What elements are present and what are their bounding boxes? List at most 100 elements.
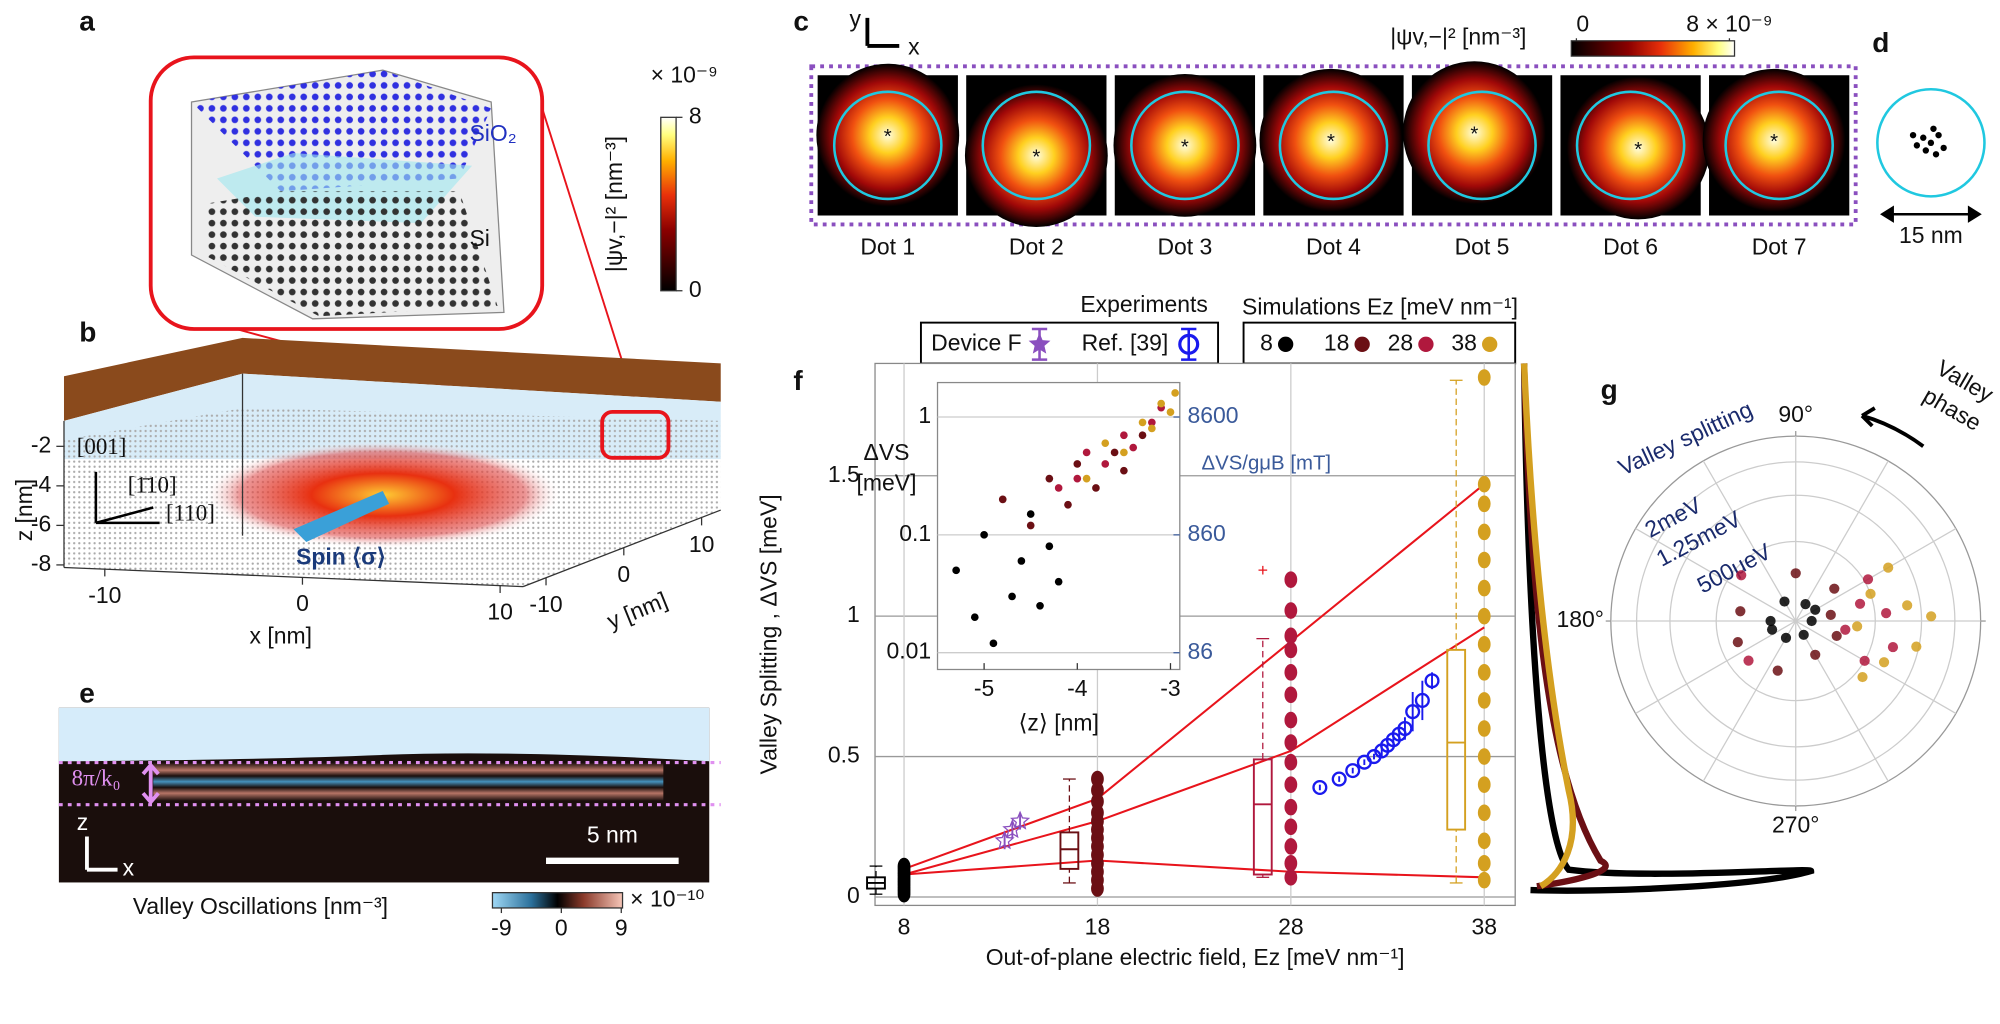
direction-label: [001] (77, 434, 127, 459)
polar-point (1857, 671, 1868, 683)
y-tick-label: 1.5 (828, 461, 860, 487)
dot-density (1113, 73, 1257, 217)
axis-label: x [nm] (250, 623, 312, 649)
inset-point (1120, 448, 1128, 457)
dots-frame (809, 64, 1858, 227)
dot-outline (981, 90, 1092, 201)
sim-point (1284, 711, 1298, 729)
colorbar-tick-label: 8 × 10⁻⁹ (1686, 11, 1772, 37)
trend-line (903, 859, 1485, 879)
sim-point (1477, 551, 1491, 569)
polar-point (1852, 621, 1863, 632)
y-tick-label: 0 (847, 882, 860, 908)
dot-label: Dot 7 (1752, 234, 1807, 260)
legend-symbol (1277, 336, 1294, 352)
colorbar-tick-label: 8 (689, 102, 702, 128)
polar-point (1766, 624, 1778, 635)
colorbar-tick-label: -9 (491, 915, 511, 941)
y2-tick-label: 860 (1187, 520, 1225, 546)
oxide-atoms (191, 70, 492, 192)
sim-point (1284, 753, 1298, 771)
angle-label: 270° (1772, 811, 1819, 837)
box (1059, 831, 1080, 870)
tick-label: 10 (487, 598, 513, 624)
colorbar-tick-label: 0 (555, 915, 568, 941)
sim-point (1091, 770, 1104, 788)
dot-outline (1278, 90, 1389, 201)
colorbar (1570, 40, 1736, 57)
dot-label: Dot 6 (1603, 234, 1658, 260)
trend-line (903, 483, 1485, 870)
polar-point (1887, 641, 1899, 653)
sim-point (1284, 776, 1298, 793)
inset-point (1082, 448, 1091, 457)
sim-point (1284, 869, 1298, 886)
sim-point (897, 857, 911, 875)
sim-point (1284, 686, 1298, 704)
sim-point (1284, 854, 1298, 872)
legend-label: 18 (1324, 329, 1350, 355)
inset-point (1082, 474, 1091, 483)
device-point (994, 830, 1015, 850)
inset-point (1129, 443, 1138, 452)
sim-point (1477, 871, 1491, 889)
tick-label: -10 (529, 591, 562, 617)
legend-symbol (1031, 327, 1048, 361)
ref-point (1345, 763, 1361, 779)
polar-spoke (1795, 620, 1889, 782)
inset-point (1171, 389, 1179, 397)
polar-point (1829, 583, 1840, 594)
polar-ring (1669, 494, 1923, 748)
axis (63, 566, 524, 588)
polar-point (1732, 637, 1743, 648)
dot-outline (1427, 90, 1537, 201)
axis (522, 509, 721, 588)
dot-outline (1575, 90, 1686, 201)
axis-label: z (77, 809, 88, 835)
inset-point (1054, 577, 1063, 586)
legend-label: 8 (1260, 329, 1273, 355)
inset-point (1120, 466, 1128, 475)
polar-point (1862, 574, 1874, 585)
polar-point (1831, 630, 1842, 642)
axis-label: x (123, 855, 135, 881)
x-tick-label: -5 (974, 675, 994, 701)
sim-point (1477, 832, 1491, 850)
x-axis-label: Out-of-plane electric field, Ez [meV nm⁻… (986, 944, 1405, 970)
inset-point (1026, 521, 1035, 530)
phase-arrow (1860, 406, 1925, 448)
y-tick-label: 1 (918, 402, 931, 428)
inset-point (1092, 484, 1100, 492)
legend-label: Ref. [39] (1082, 329, 1169, 355)
y-tick-label: 0.5 (828, 742, 860, 768)
sim-point (1284, 818, 1298, 836)
polar-point (1810, 604, 1821, 615)
polar-point (1772, 665, 1783, 676)
inset-point (998, 495, 1007, 504)
inset-point (1120, 431, 1128, 440)
sim-point (1477, 692, 1491, 709)
inset-y-label: ΔVS (864, 439, 910, 465)
inset-point (1017, 557, 1026, 565)
panel-letter: c (793, 5, 809, 36)
tick-label: 10 (689, 531, 715, 557)
sim-point (1284, 664, 1298, 681)
scale-label: 5 nm (587, 822, 638, 848)
tick-label: -10 (88, 582, 121, 608)
tick-label: -2 (31, 431, 51, 457)
polar-point (1798, 629, 1809, 640)
axis-label: x (908, 34, 920, 60)
inset-y-label: [meV] (857, 470, 917, 496)
sim-point (1477, 804, 1491, 822)
valley-oscillations (153, 762, 664, 801)
panel-letter: b (79, 317, 96, 348)
sim-point (1284, 838, 1298, 855)
silicon-atoms (204, 191, 498, 317)
legend-label: 38 (1451, 329, 1477, 355)
x-tick-label: 8 (898, 913, 911, 939)
inset-point (1045, 542, 1054, 551)
dot-center: * (1770, 131, 1778, 153)
distribution-curve (1520, 363, 1576, 890)
panel-letter: d (1872, 27, 1889, 58)
dot-label: Dot 5 (1455, 234, 1510, 260)
